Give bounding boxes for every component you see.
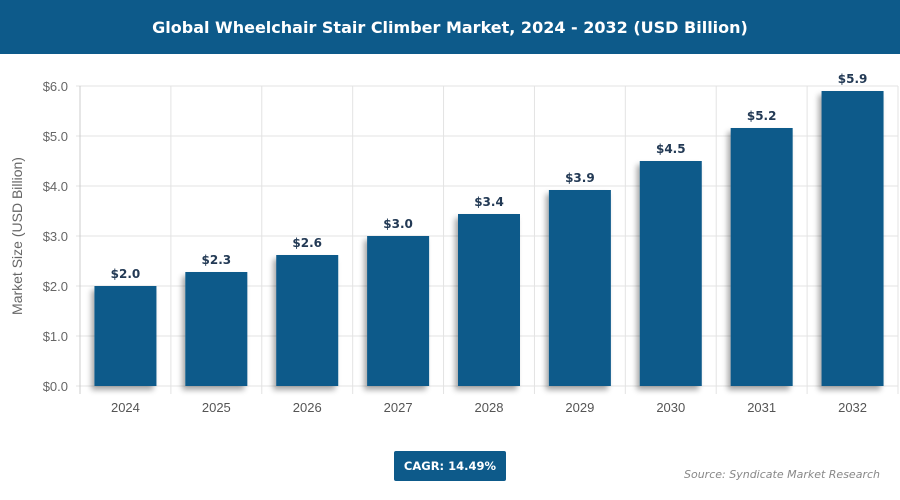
cagr-badge: CAGR: 14.49% — [394, 451, 506, 481]
bar-2031 — [730, 128, 793, 386]
data-label: $3.4 — [474, 195, 504, 209]
y-tick-label: $0.0 — [43, 379, 68, 394]
title-bar: Global Wheelchair Stair Climber Market, … — [0, 0, 900, 54]
source-note: Source: Syndicate Market Research — [684, 468, 880, 481]
data-label: $2.6 — [292, 236, 322, 250]
bar-2029 — [548, 190, 611, 386]
x-tick-label: 2029 — [565, 400, 594, 415]
y-tick-label: $3.0 — [43, 229, 68, 244]
bar-2027 — [367, 236, 430, 386]
bar-2026 — [276, 255, 339, 386]
bar-2024 — [94, 286, 157, 386]
x-tick-label: 2024 — [111, 400, 140, 415]
x-tick-label: 2027 — [384, 400, 413, 415]
data-label: $2.0 — [111, 267, 141, 281]
x-tick-label: 2026 — [293, 400, 322, 415]
y-tick-label: $2.0 — [43, 279, 68, 294]
bar-2032 — [821, 91, 884, 386]
bar-2028 — [458, 214, 520, 386]
data-label: $5.9 — [838, 72, 868, 86]
y-tick-label: $6.0 — [43, 79, 68, 94]
data-label: $5.2 — [747, 109, 777, 123]
x-tick-label: 2028 — [475, 400, 504, 415]
data-label: $3.0 — [383, 217, 413, 231]
x-tick-label: 2032 — [838, 400, 867, 415]
x-tick-label: 2025 — [202, 400, 231, 415]
x-tick-label: 2031 — [747, 400, 776, 415]
bar-2030 — [639, 161, 702, 386]
bar-chart: $0.0 $1.0 $2.0 $3.0 $4.0 $5.0 $6.0 Market Size … — [9, 72, 899, 415]
data-label: $2.3 — [202, 253, 232, 267]
y-tick-label: $4.0 — [43, 179, 68, 194]
chart-title: Global Wheelchair Stair Climber Market, … — [152, 17, 748, 37]
y-tick-label: $5.0 — [43, 129, 68, 144]
x-tick-label: 2030 — [656, 400, 685, 415]
y-axis-title: Market Size (USD Billion) — [9, 157, 25, 315]
data-label: $4.5 — [656, 142, 686, 156]
y-tick-label: $1.0 — [43, 329, 68, 344]
bar-2025 — [185, 272, 248, 386]
data-label: $3.9 — [565, 171, 595, 185]
